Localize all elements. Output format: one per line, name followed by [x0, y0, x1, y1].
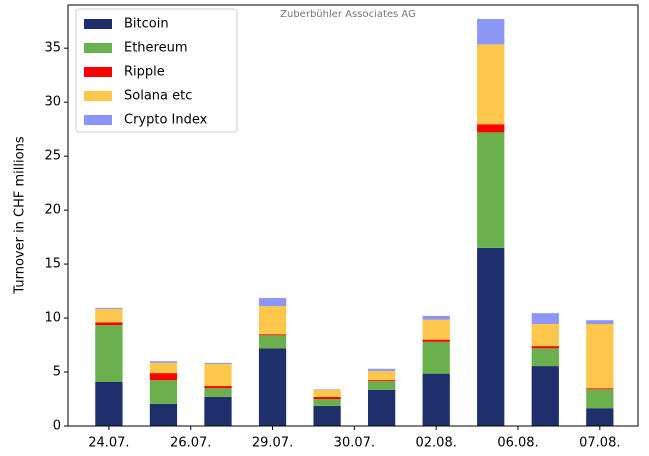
bar-segment	[422, 319, 450, 340]
x-tick-label: 30.07.	[334, 436, 375, 451]
x-tick-label: 06.08.	[497, 436, 538, 451]
bar-segment	[531, 366, 559, 426]
x-tick-label: 29.07.	[252, 436, 293, 451]
bar-segment	[586, 320, 614, 324]
bar-segment	[313, 406, 341, 426]
bar-segment	[204, 388, 232, 397]
bar-segment	[477, 19, 505, 45]
bar-segment	[258, 334, 287, 336]
legend-box	[75, 8, 238, 133]
bar-segment	[258, 306, 287, 335]
x-tick-label: 02.08.	[416, 436, 457, 451]
bar-segment	[95, 322, 123, 326]
bar-segment	[204, 386, 232, 389]
bar-segment	[477, 247, 505, 426]
bar-segment	[368, 368, 396, 371]
y-tick-label: 35	[44, 41, 61, 56]
bar-segment	[586, 388, 614, 390]
legend-label: Ripple	[124, 65, 165, 80]
bar-segment	[313, 389, 341, 397]
y-tick-label: 0	[53, 419, 61, 434]
legend-label: Solana etc	[124, 89, 192, 104]
bar-segment	[95, 325, 123, 382]
bar-segment	[204, 362, 232, 364]
x-tick-label: 07.08.	[579, 436, 620, 451]
bar-segment	[313, 389, 341, 390]
bar-segment	[368, 381, 396, 390]
bar-segment	[95, 308, 123, 323]
bar-segment	[531, 346, 559, 349]
legend-swatch	[84, 67, 112, 77]
bar-segment	[368, 380, 396, 382]
bar-segment	[586, 389, 614, 409]
bar-segment	[149, 373, 178, 381]
bar-segment	[531, 313, 559, 324]
bar-segment	[531, 348, 559, 367]
plot-frame	[67, 4, 639, 427]
bar-segment	[477, 132, 505, 248]
y-tick-label: 10	[44, 311, 61, 326]
bar-segment	[149, 380, 178, 404]
bar-segment	[258, 348, 287, 426]
y-tick-label: 25	[44, 149, 61, 164]
chart-title: Zuberbühler Associates AG	[280, 9, 416, 20]
y-axis-label: Turnover in CHF millions	[13, 136, 28, 294]
y-tick-label: 30	[44, 95, 61, 110]
y-tick-label: 5	[53, 365, 61, 380]
x-tick-label: 24.07.	[88, 436, 129, 451]
bar-segment	[368, 389, 396, 426]
bar-segment	[422, 373, 450, 426]
legend-swatch	[84, 115, 112, 125]
bar-segment	[586, 323, 614, 389]
bar-segment	[477, 124, 505, 133]
bar-segment	[95, 381, 123, 426]
bar-segment	[204, 396, 232, 426]
bar-segment	[95, 307, 123, 309]
bar-segment	[422, 315, 450, 320]
legend-label: Ethereum	[124, 41, 188, 56]
bar-segment	[422, 341, 450, 374]
y-tick-label: 15	[44, 257, 61, 272]
legend-label: Bitcoin	[124, 17, 169, 32]
bar-segment	[313, 399, 341, 407]
bar-segment	[204, 363, 232, 387]
legend-swatch	[84, 19, 112, 29]
bar-segment	[531, 323, 559, 347]
bar-segment	[258, 298, 287, 307]
bar-segment	[149, 362, 178, 374]
bar-segment	[149, 403, 178, 426]
bar-segment	[313, 396, 341, 400]
bar-segment	[149, 361, 178, 363]
legend-swatch	[84, 43, 112, 53]
bar-segment	[586, 408, 614, 426]
bar-segment	[477, 44, 505, 125]
bar-segment	[422, 339, 450, 342]
x-tick-label: 26.07.	[170, 436, 211, 451]
bar-segment	[368, 370, 396, 381]
legend-swatch	[84, 91, 112, 101]
legend-label: Crypto Index	[124, 113, 208, 128]
bar-segment	[258, 335, 287, 349]
y-tick-label: 20	[44, 203, 61, 218]
